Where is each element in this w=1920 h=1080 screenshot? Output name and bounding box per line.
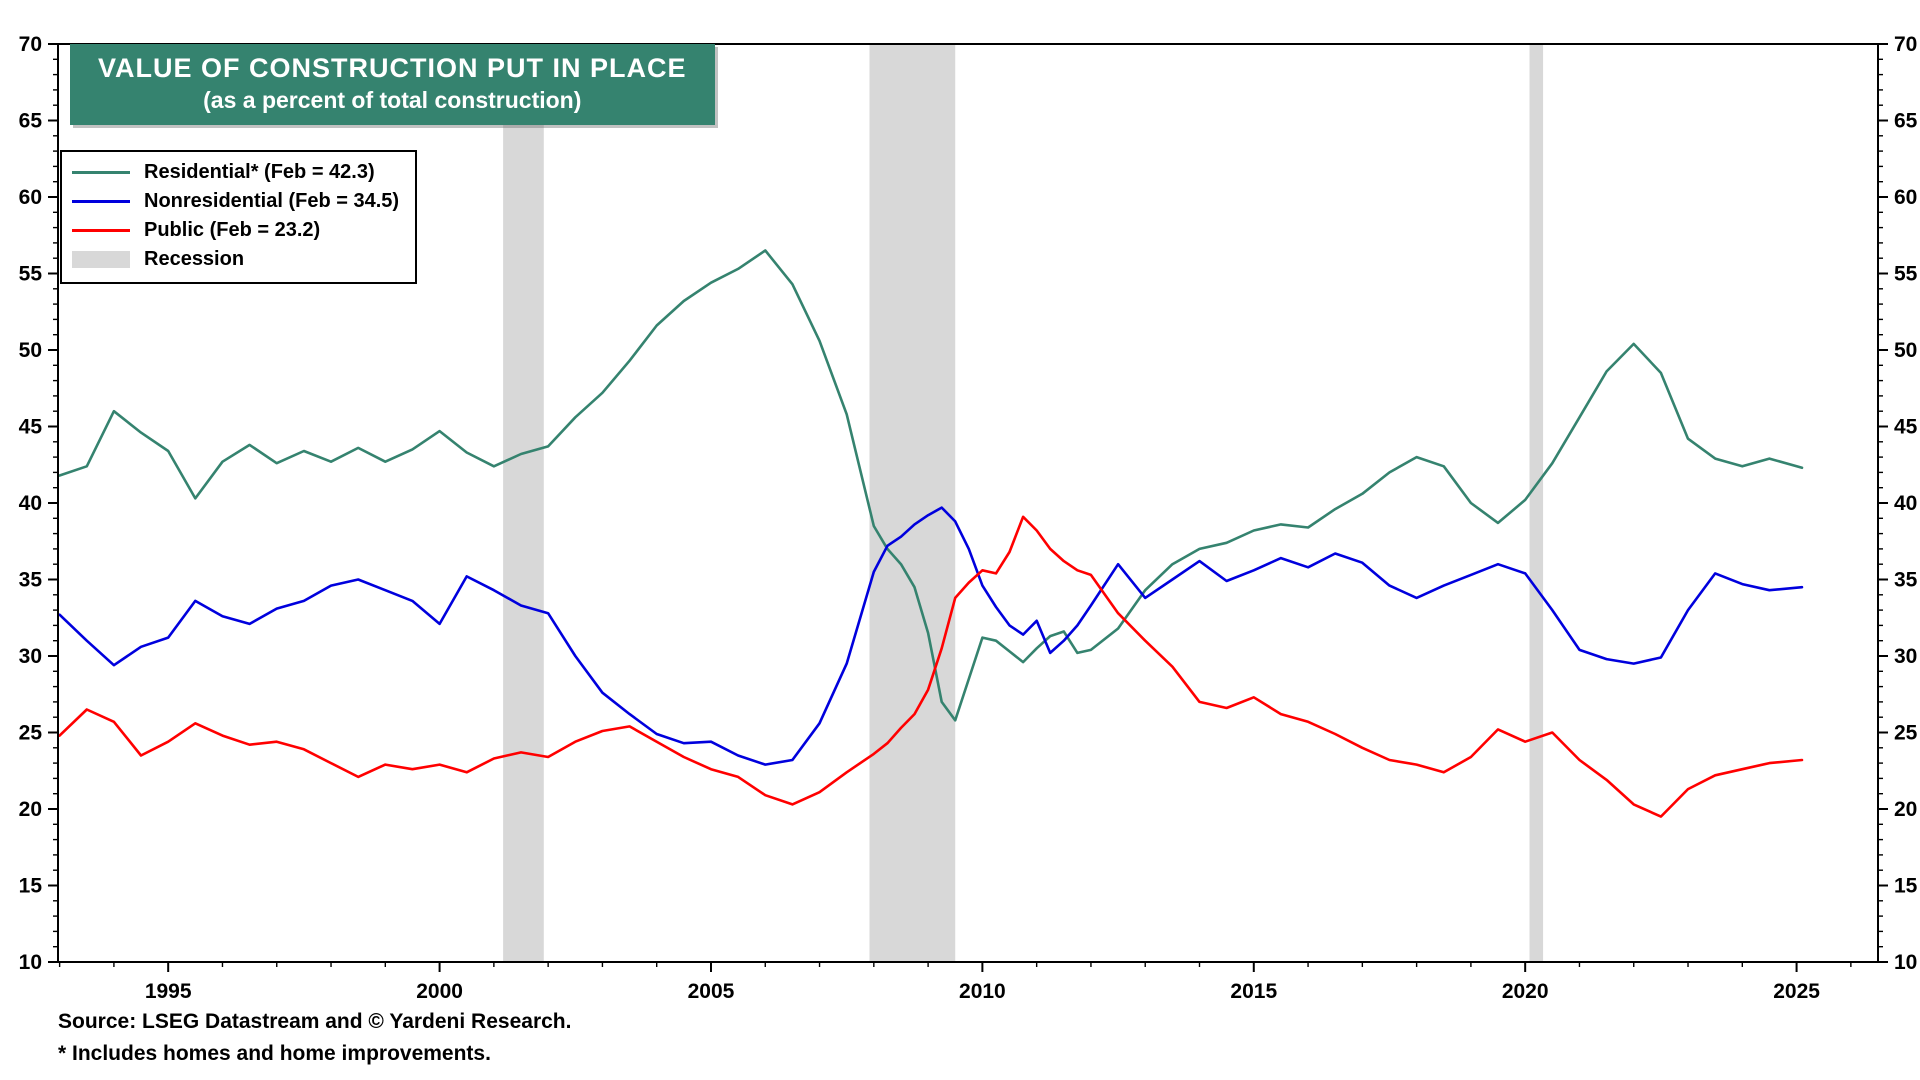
y-tick-label-right: 70 — [1894, 33, 1917, 56]
series-lines — [58, 249, 1804, 818]
y-tick-label-left: 20 — [19, 798, 42, 821]
x-tick-label: 2020 — [1502, 980, 1549, 1003]
legend-item-recession: Recession — [72, 245, 399, 274]
y-tick-label-right: 60 — [1894, 186, 1917, 209]
recession-band — [869, 44, 956, 962]
residential-line — [58, 249, 1804, 722]
y-tick-label-right: 45 — [1894, 416, 1918, 439]
legend-swatch — [72, 251, 130, 268]
footnote-line: * Includes homes and home improvements. — [58, 1042, 491, 1065]
y-tick-label-left: 35 — [19, 569, 43, 592]
public-line — [58, 515, 1804, 818]
chart-legend: Residential* (Feb = 42.3) Nonresidential … — [60, 150, 418, 284]
y-tick-label-left: 55 — [19, 263, 43, 286]
x-tick-label: 2005 — [688, 980, 735, 1003]
legend-label: Public (Feb = 23.2) — [144, 219, 321, 241]
y-tick-label-left: 70 — [19, 33, 42, 56]
y-tick-label-left: 40 — [19, 492, 42, 515]
legend-swatch — [72, 229, 130, 232]
y-tick-label-left: 15 — [19, 875, 43, 898]
y-tick-label-left: 50 — [19, 339, 42, 362]
source-block: Source: LSEG Datastream and © Yardeni Re… — [58, 1006, 571, 1070]
y-tick-label-left: 10 — [19, 951, 42, 974]
y-tick-label-right: 25 — [1894, 722, 1918, 745]
y-tick-label-left: 60 — [19, 186, 42, 209]
source-line: Source: LSEG Datastream and © Yardeni Re… — [58, 1010, 572, 1033]
y-tick-label-right: 20 — [1894, 798, 1917, 821]
x-tick-label: 2015 — [1230, 980, 1277, 1003]
chart-title-line2: (as a percent of total construction) — [203, 87, 582, 113]
nonresidential-line — [58, 506, 1804, 766]
chart-title-line1: VALUE OF CONSTRUCTION PUT IN PLACE — [98, 53, 687, 83]
legend-label: Residential* (Feb = 42.3) — [144, 161, 375, 183]
legend-swatch — [72, 200, 130, 203]
y-tick-label-right: 35 — [1894, 569, 1918, 592]
legend-item-public: Public (Feb = 23.2) — [72, 216, 399, 245]
x-tick-label: 1995 — [145, 980, 192, 1003]
y-tick-label-right: 15 — [1894, 875, 1918, 898]
y-tick-label-left: 25 — [19, 722, 43, 745]
y-tick-label-left: 30 — [19, 645, 42, 668]
y-tick-label-right: 40 — [1894, 492, 1917, 515]
y-tick-label-right: 10 — [1894, 951, 1917, 974]
recession-band — [503, 44, 544, 962]
y-tick-label-left: 45 — [19, 416, 43, 439]
y-tick-label-right: 30 — [1894, 645, 1917, 668]
legend-swatch — [72, 171, 130, 174]
chart-title-box: VALUE OF CONSTRUCTION PUT IN PLACE (as a… — [70, 44, 715, 125]
y-tick-label-right: 65 — [1894, 110, 1918, 133]
recession-band — [1529, 44, 1544, 962]
x-tick-label: 2010 — [959, 980, 1006, 1003]
y-axis: 10 10 15 15 20 20 25 25 30 30 35 35 40 40 45 45 50 50 55 55… — [19, 33, 1918, 974]
y-tick-label-right: 50 — [1894, 339, 1917, 362]
x-tick-label: 2025 — [1773, 980, 1820, 1003]
legend-label: Nonresidential (Feb = 34.5) — [144, 190, 400, 212]
y-tick-label-right: 55 — [1894, 263, 1918, 286]
legend-item-residential: Residential* (Feb = 42.3) — [72, 158, 399, 187]
y-tick-label-left: 65 — [19, 110, 43, 133]
recession-bands — [503, 44, 1544, 962]
x-tick-label: 2000 — [416, 980, 463, 1003]
plot-frame — [57, 43, 1879, 963]
legend-item-nonresidential: Nonresidential (Feb = 34.5) — [72, 187, 399, 216]
legend-label: Recession — [144, 248, 245, 270]
x-axis: 1995 2000 2005 2010 2015 2020 2025 — [58, 962, 1852, 1003]
